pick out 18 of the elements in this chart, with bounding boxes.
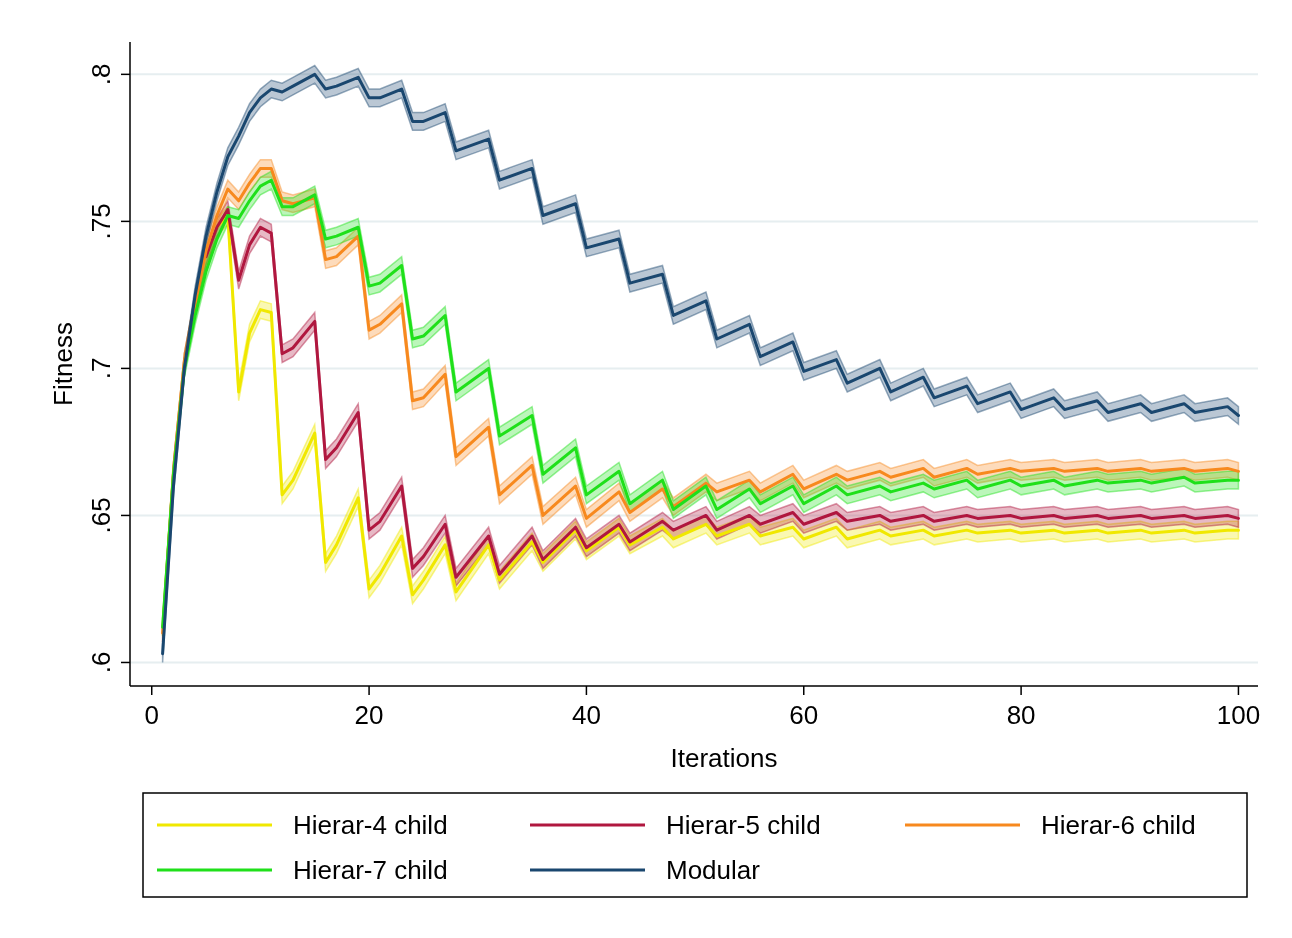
y-axis-title: Fitness bbox=[48, 322, 78, 406]
legend-label: Modular bbox=[666, 855, 761, 885]
x-tick-label: 80 bbox=[1006, 700, 1036, 730]
x-tick-label: 100 bbox=[1216, 700, 1261, 730]
y-tick-label: .65 bbox=[86, 497, 116, 534]
x-tick-label: 40 bbox=[571, 700, 601, 730]
x-tick-label: 0 bbox=[144, 700, 159, 730]
y-tick-label: .8 bbox=[86, 63, 116, 86]
x-axis-title: Iterations bbox=[670, 743, 778, 773]
legend-label: Hierar-5 child bbox=[666, 810, 821, 840]
legend-label: Hierar-7 child bbox=[293, 855, 448, 885]
x-tick-label: 20 bbox=[354, 700, 384, 730]
legend-label: Hierar-4 child bbox=[293, 810, 448, 840]
y-tick-label: .75 bbox=[86, 203, 116, 240]
y-tick-label: .7 bbox=[86, 357, 116, 380]
y-tick-label: .6 bbox=[86, 651, 116, 674]
x-tick-label: 60 bbox=[789, 700, 819, 730]
legend-label: Hierar-6 child bbox=[1041, 810, 1196, 840]
